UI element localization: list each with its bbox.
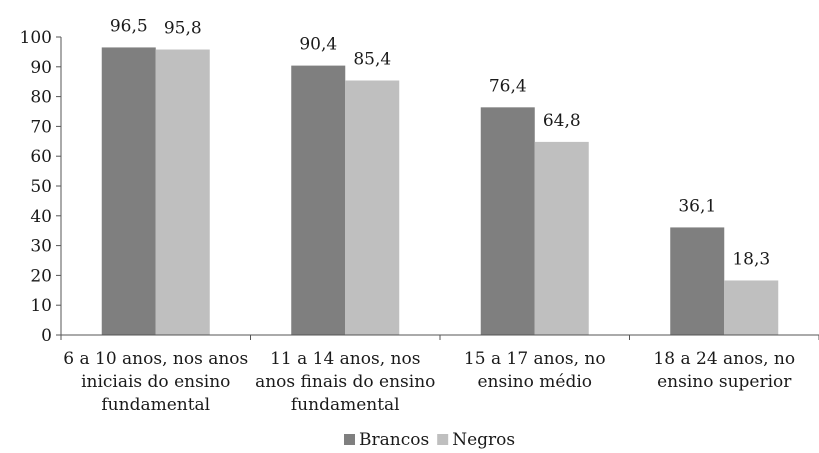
legend-swatch-negros bbox=[437, 434, 449, 445]
data-label: 36,1 bbox=[678, 196, 716, 216]
x-category-label: 11 a 14 anos, nos bbox=[270, 349, 420, 369]
x-category-label: iniciais do ensino bbox=[81, 372, 230, 392]
y-axis-ticks: 0 10 20 30 40 50 60 70 80 90 100 bbox=[20, 28, 61, 346]
bar-negros-3 bbox=[534, 141, 589, 335]
y-tick-label: 70 bbox=[30, 117, 52, 137]
y-tick-label: 100 bbox=[20, 28, 52, 48]
data-label: 95,8 bbox=[164, 19, 202, 39]
data-label: 96,5 bbox=[110, 16, 148, 36]
data-label: 64,8 bbox=[543, 111, 581, 131]
bars bbox=[101, 47, 779, 336]
x-category-label: 15 a 17 anos, no bbox=[464, 349, 606, 369]
legend: Brancos Negros bbox=[344, 430, 515, 450]
x-category-label: ensino médio bbox=[478, 372, 593, 392]
x-category-label: ensino superior bbox=[657, 372, 792, 392]
bar-brancos-3 bbox=[480, 107, 535, 335]
axes bbox=[60, 37, 819, 340]
y-tick-label: 60 bbox=[30, 147, 52, 167]
x-category-label: 18 a 24 anos, no bbox=[653, 349, 795, 369]
data-label: 90,4 bbox=[299, 35, 337, 55]
y-tick-label: 20 bbox=[30, 266, 52, 286]
bar-brancos-1 bbox=[101, 47, 156, 336]
legend-label-negros: Negros bbox=[452, 430, 515, 450]
x-category-label: 6 a 10 anos, nos anos bbox=[63, 349, 248, 369]
y-tick-label: 40 bbox=[30, 207, 52, 227]
bar-brancos-2 bbox=[291, 65, 346, 335]
x-category-label: anos finais do ensino bbox=[255, 372, 435, 392]
data-labels: 96,5 95,8 90,4 85,4 76,4 64,8 36,1 18,3 bbox=[110, 16, 770, 269]
bar-negros-2 bbox=[345, 80, 400, 336]
bar-negros-4 bbox=[724, 280, 779, 335]
data-label: 85,4 bbox=[353, 50, 391, 70]
y-tick-label: 90 bbox=[30, 58, 52, 78]
legend-label-brancos: Brancos bbox=[359, 430, 429, 450]
y-tick-label: 50 bbox=[30, 177, 52, 197]
bar-brancos-4 bbox=[670, 227, 725, 335]
x-category-label: fundamental bbox=[291, 395, 400, 415]
y-tick-label: 0 bbox=[41, 326, 52, 346]
y-tick-label: 10 bbox=[30, 296, 52, 316]
y-tick-label: 80 bbox=[30, 88, 52, 108]
x-category-label: fundamental bbox=[101, 395, 210, 415]
legend-swatch-brancos bbox=[344, 434, 355, 445]
x-axis-category-labels: 6 a 10 anos, nos anos iniciais do ensino f… bbox=[63, 349, 795, 415]
data-label: 18,3 bbox=[732, 249, 770, 269]
data-label: 76,4 bbox=[489, 76, 527, 96]
y-tick-label: 30 bbox=[30, 237, 52, 257]
bar-negros-1 bbox=[155, 49, 210, 336]
